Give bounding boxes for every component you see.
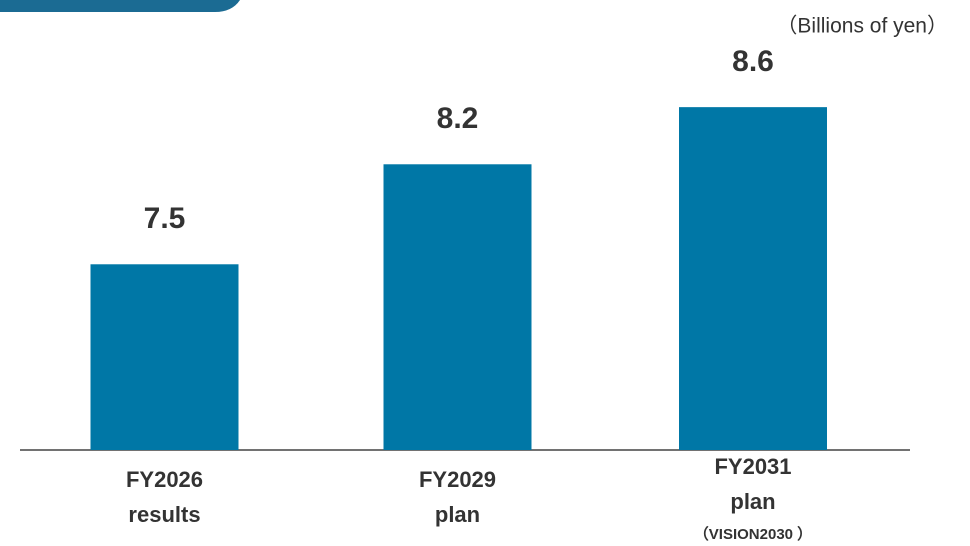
bar [90, 264, 239, 450]
header-tab [0, 0, 240, 12]
x-tick-label: FY2029 [419, 467, 496, 492]
x-tick-label: plan [435, 502, 480, 527]
value-label: 7.5 [144, 202, 186, 235]
unit-label: （Billions of yen） [776, 15, 948, 38]
x-tick-label: FY2026 [126, 467, 203, 492]
value-label: 8.2 [437, 102, 479, 135]
value-label: 8.6 [732, 45, 774, 78]
x-tick-label: plan [730, 489, 775, 514]
x-tick-label: FY2031 [714, 454, 791, 479]
bar [383, 164, 532, 451]
x-tick-label: results [128, 502, 200, 527]
x-tick-label: （VISION2030 ） [694, 525, 812, 543]
bar [679, 107, 827, 451]
